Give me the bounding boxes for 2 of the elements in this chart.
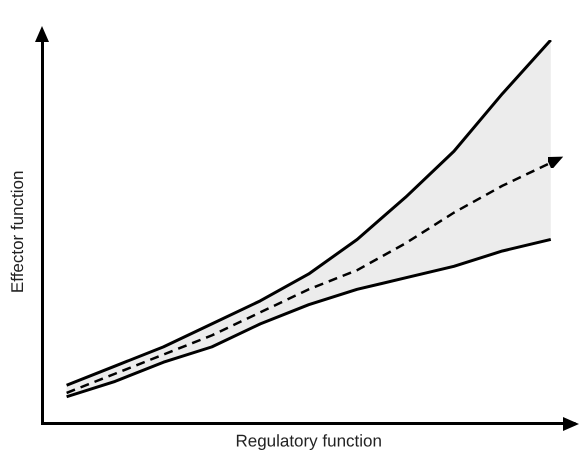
x-axis-title: Regulatory function (235, 431, 382, 450)
y-axis-title: Effector function (8, 170, 27, 294)
